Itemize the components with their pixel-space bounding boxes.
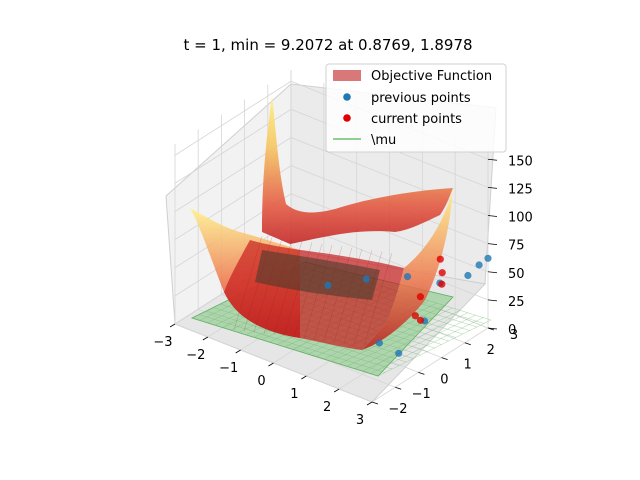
z-axis: 0 25 50 75 100 125 150 (487, 154, 533, 338)
surface-mesh-line (333, 248, 363, 343)
surface-dark-floor-shadow (255, 250, 380, 300)
surface-right-wall (362, 188, 453, 350)
legend-label-previous: previous points (371, 91, 471, 106)
surface-mesh-line (303, 245, 333, 339)
previous-point (475, 261, 483, 269)
z-tick-mark (487, 327, 498, 330)
x-tick-label: 2 (323, 400, 331, 415)
x-tick-mark (169, 323, 176, 328)
x-tick-label: −1 (219, 361, 238, 376)
y-tick-label: 1 (463, 358, 471, 373)
z-tick-mark (487, 186, 498, 189)
z-tick-label: 100 (508, 211, 533, 226)
mu-grid-line (191, 317, 379, 377)
y-tick-mark (464, 342, 471, 346)
z-tick-label: 125 (508, 182, 533, 197)
current-point (416, 293, 424, 301)
x-tick-mark (301, 375, 307, 380)
y-tick-label: −1 (412, 387, 431, 402)
grid-line-z (174, 137, 489, 216)
surface-mesh-line (263, 239, 293, 334)
surface-mesh-line (343, 250, 373, 344)
y-tick-mark (395, 386, 402, 390)
objective-surface (190, 96, 453, 350)
current-point (436, 255, 444, 263)
previous-point (362, 275, 370, 283)
current-point (438, 269, 446, 277)
z-tick-label: 50 (508, 267, 525, 282)
x-tick-mark (202, 336, 209, 341)
chart-title: t = 1, min = 9.2072 at 0.8769, 1.8978 (183, 36, 472, 54)
previous-point (395, 349, 403, 357)
surface-mesh-line (273, 241, 303, 335)
y-tick-label: −2 (388, 402, 407, 417)
surface-mesh-line (363, 252, 393, 346)
previous-point (464, 271, 472, 280)
legend-marker-current (343, 114, 351, 122)
current-point (416, 316, 425, 324)
y-tick-label: 0 (440, 372, 448, 387)
previous-point (403, 273, 412, 281)
current-point (411, 312, 419, 320)
x-axis: −3 −2 −1 0 1 2 3 (153, 323, 373, 428)
current-points (411, 255, 446, 324)
grid-line-z (174, 108, 489, 188)
legend-marker-previous (343, 93, 351, 101)
surface-mesh-line (283, 242, 313, 337)
previous-point (484, 254, 492, 262)
surface-mesh-line (313, 246, 343, 340)
z-tick-mark (487, 158, 498, 161)
surface-mesh-line (243, 237, 273, 332)
x-tick-mark (268, 362, 274, 367)
legend-label-current: current points (371, 112, 462, 127)
x-tick-label: 0 (257, 374, 265, 389)
x-tick-label: 1 (290, 387, 298, 402)
z-tick-label: 0 (508, 323, 516, 338)
grid-line-x (371, 327, 489, 403)
surface-back-wall (262, 96, 453, 244)
y-tick-mark (371, 401, 379, 405)
surface-mesh-line (253, 238, 283, 333)
z-tick-mark (487, 271, 498, 274)
x-tick-mark (235, 349, 241, 354)
previous-point (375, 339, 383, 347)
legend: Objective Function previous points curre… (325, 63, 507, 153)
z-tick-mark (487, 243, 498, 246)
surface-mesh (233, 235, 393, 346)
previous-point (324, 281, 332, 289)
legend-swatch-objective (333, 70, 361, 81)
legend-label-objective: Objective Function (371, 69, 492, 84)
surface-mesh-line (293, 243, 323, 338)
y-tick-label: 2 (487, 343, 495, 358)
y-tick-mark (418, 372, 425, 375)
x-tick-label: −2 (186, 348, 205, 363)
x-tick-mark (366, 401, 373, 406)
surface-mesh-line (323, 247, 353, 341)
surface-mesh-line (353, 251, 383, 345)
legend-frame (325, 63, 507, 153)
mu-grid-line (206, 310, 393, 370)
x-tick-label: 3 (356, 413, 364, 428)
surface-mesh-line (233, 235, 263, 331)
legend-label-mu: \mu (371, 133, 396, 148)
y-tick-mark (441, 357, 448, 360)
current-point (438, 280, 446, 288)
y-tick-label: 3 (510, 328, 518, 343)
x-tick-label: −3 (153, 335, 172, 350)
x-tick-mark (333, 388, 340, 393)
z-tick-label: 25 (508, 295, 525, 310)
y-axis: −2 −1 01 23 (371, 327, 518, 417)
z-tick-label: 75 (508, 239, 525, 254)
mu-grid-line (198, 314, 386, 373)
z-tick-label: 150 (508, 154, 533, 169)
z-tick-mark (487, 215, 498, 217)
z-tick-mark (487, 299, 498, 302)
